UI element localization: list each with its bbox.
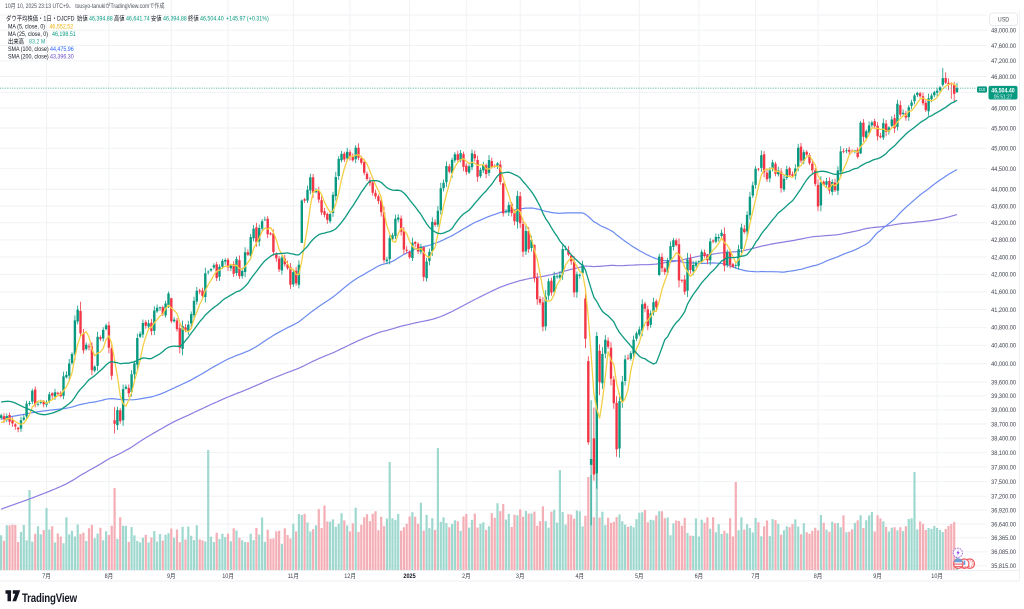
svg-text:36,085.00: 36,085.00 [991,549,1016,557]
svg-text:43,600.00: 43,600.00 [991,203,1016,211]
svg-text:46,800.00: 46,800.00 [991,73,1016,81]
svg-text:7月: 7月 [751,573,760,581]
svg-text:83.2 M: 83.2 M [29,39,45,45]
svg-text:36,920.00: 36,920.00 [991,507,1016,515]
svg-text:12月: 12月 [344,573,356,581]
svg-text:43,396.30: 43,396.30 [50,54,74,60]
svg-text:46,504.40: 46,504.40 [991,88,1014,94]
svg-text:4月: 4月 [575,573,584,581]
svg-text:出来高: 出来高 [8,37,24,46]
svg-text:46,000.00: 46,000.00 [991,105,1016,113]
svg-text:40,400.00: 40,400.00 [991,342,1016,350]
svg-text:8月: 8月 [814,573,823,581]
svg-text:11月: 11月 [288,573,299,581]
svg-text:46,552.52: 46,552.52 [49,24,73,30]
svg-text:40,800.00: 40,800.00 [991,324,1016,332]
svg-text:10月: 10月 [222,573,234,581]
svg-text:始値46,394.88高値46,641.74安値46,394: 始値46,394.88高値46,641.74安値46,394.88終値46,50… [77,14,269,23]
svg-text:42,800.00: 42,800.00 [991,237,1016,245]
svg-text:MA (5, close, 0): MA (5, close, 0) [8,24,45,30]
svg-text:7月: 7月 [42,573,51,581]
svg-text:47,600.00: 47,600.00 [991,42,1016,50]
svg-text:MA (25, close, 0): MA (25, close, 0) [8,32,48,38]
svg-text:9月: 9月 [873,573,882,581]
svg-text:35,815.00: 35,815.00 [991,563,1016,571]
svg-text:45,000.00: 45,000.00 [991,145,1016,153]
svg-text:40,000.00: 40,000.00 [991,361,1016,369]
svg-text:42,000.00: 42,000.00 [991,271,1016,279]
svg-text:37,500.00: 37,500.00 [991,479,1016,487]
svg-text:38,400.00: 38,400.00 [991,435,1016,443]
svg-text:SMA (200, close): SMA (200, close) [8,54,49,60]
svg-text:39,300.00: 39,300.00 [991,393,1016,401]
svg-text:45,500.00: 45,500.00 [991,125,1016,133]
svg-text:37,800.00: 37,800.00 [991,464,1016,472]
svg-text:41,600.00: 41,600.00 [991,289,1016,297]
svg-text:USD: USD [998,17,1009,23]
svg-text:SMA (100, close): SMA (100, close) [8,47,49,53]
svg-text:6月: 6月 [695,573,704,581]
svg-text:3月: 3月 [516,573,525,581]
svg-text:DJI: DJI [979,87,985,92]
svg-text:42,400.00: 42,400.00 [991,254,1016,262]
svg-text:38,700.00: 38,700.00 [991,421,1016,429]
svg-text:36,640.00: 36,640.00 [991,521,1016,529]
svg-text:9月: 9月 [167,573,176,581]
svg-text:39,600.00: 39,600.00 [991,379,1016,387]
svg-text:46,198.51: 46,198.51 [52,32,76,38]
svg-text:2025: 2025 [403,574,416,580]
svg-text:2月: 2月 [462,573,471,581]
svg-text:39,000.00: 39,000.00 [991,407,1016,415]
svg-text:36,365.00: 36,365.00 [991,535,1016,543]
svg-text:37,200.00: 37,200.00 [991,493,1016,501]
svg-text:41,200.00: 41,200.00 [991,306,1016,314]
svg-text:5月: 5月 [635,573,644,581]
svg-text:ダウ平均株価・1日・DJCFD: ダウ平均株価・1日・DJCFD [6,14,75,23]
svg-text:38,100.00: 38,100.00 [991,450,1016,458]
svg-text:44,475.96: 44,475.96 [50,47,74,53]
svg-text:47,200.00: 47,200.00 [991,58,1016,66]
svg-text:10月 10, 2025 23:13 UTC+9、 tous: 10月 10, 2025 23:13 UTC+9、 tousyo-tanukiが… [5,2,165,11]
svg-text:TradingView: TradingView [22,592,78,605]
svg-text:05:51:27: 05:51:27 [994,94,1013,100]
svg-text:8月: 8月 [105,573,114,581]
svg-text:10月: 10月 [931,573,943,581]
svg-text:44,500.00: 44,500.00 [991,166,1016,174]
svg-text:44,000.00: 44,000.00 [991,186,1016,194]
svg-text:43,200.00: 43,200.00 [991,220,1016,228]
svg-text:48,000.00: 48,000.00 [991,27,1016,35]
